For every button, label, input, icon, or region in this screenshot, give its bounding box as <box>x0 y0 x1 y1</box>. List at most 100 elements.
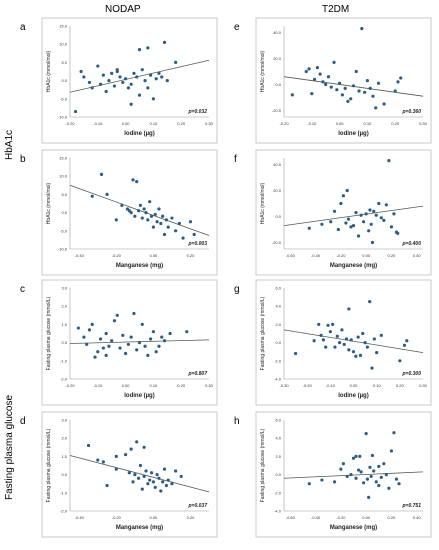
data-point-d <box>149 471 154 475</box>
data-point-d <box>114 454 118 458</box>
y-tick-label-d: -2.0 <box>60 509 68 514</box>
y-tick-label-d: 2.0 <box>61 436 67 441</box>
data-point-c <box>185 330 189 334</box>
data-point-g <box>342 342 346 347</box>
panel-g: g -0.30 -0.20 -0.10 0.00 0.10 0.20 0.30 -4.0 -2.0… <box>234 279 432 406</box>
data-point-d <box>155 473 159 477</box>
data-point-b <box>99 172 104 176</box>
fit-line-f <box>283 205 424 226</box>
data-point-c <box>135 348 139 352</box>
panel-frame-d <box>41 411 218 538</box>
data-point-g <box>347 348 351 352</box>
data-point-b <box>170 216 174 220</box>
data-point-b <box>174 229 178 233</box>
data-point-g <box>379 333 383 337</box>
y-tick-label-e: -20.0 <box>272 108 282 113</box>
panel-c: c -0.20 -0.10 0.00 0.10 0.20 0.30 -2.0 -1.0 0.0 1.… <box>20 279 218 406</box>
data-point-a <box>110 71 114 75</box>
data-point-h <box>374 480 378 484</box>
y-tick-label-d: 1.0 <box>61 454 67 459</box>
data-point-b <box>144 211 148 215</box>
data-point-e <box>357 89 361 93</box>
data-point-a <box>146 46 150 50</box>
fit-line-h <box>283 471 424 479</box>
data-point-e <box>332 60 336 64</box>
y-tick-label-h: 6.0 <box>275 418 281 423</box>
data-point-b <box>177 221 181 226</box>
y-tick-label-e: 40.0 <box>273 30 282 35</box>
x-tick-label-g: 0.00 <box>350 383 359 388</box>
panel-letter-a: a <box>20 22 26 33</box>
x-tick-label-g: -0.10 <box>326 383 336 388</box>
data-point-c <box>168 331 172 336</box>
data-point-g <box>356 335 360 339</box>
data-point-d <box>105 483 109 488</box>
data-point-g <box>333 345 337 349</box>
data-point-e <box>349 97 353 101</box>
data-point-g <box>326 323 330 327</box>
data-point-d <box>138 463 143 468</box>
x-tick-label-g: 0.30 <box>419 383 428 388</box>
data-point-a <box>135 75 139 79</box>
y-tick-label-b: -5.0 <box>60 228 68 233</box>
data-point-h <box>379 475 383 479</box>
data-point-h <box>372 469 376 473</box>
data-point-a <box>115 69 119 74</box>
data-point-f <box>332 209 337 213</box>
data-point-f <box>349 225 353 229</box>
data-point-g <box>335 334 339 338</box>
x-tick-label-g: 0.10 <box>373 383 382 388</box>
data-point-f <box>329 220 333 224</box>
y-tick-label-b: 5.0 <box>61 192 67 197</box>
panel-e: e -0.20 -0.10 0.00 0.10 0.20 0.30 -20.0 0.0 20.0 4… <box>234 17 432 144</box>
panel-frame-e <box>255 17 432 144</box>
y-tick-label-d: 0.0 <box>61 472 67 477</box>
data-point-c <box>76 326 80 330</box>
data-point-b <box>105 192 109 196</box>
data-point-d <box>144 469 148 473</box>
data-point-c <box>154 350 158 354</box>
data-point-h <box>307 482 311 486</box>
data-point-a <box>162 40 167 44</box>
data-point-e <box>368 86 372 90</box>
data-point-b <box>162 232 167 237</box>
data-point-h <box>354 454 358 458</box>
data-point-d <box>162 467 167 471</box>
data-point-d <box>127 471 131 475</box>
y-tick-label-g: 2.0 <box>275 322 281 327</box>
y-axis-label-d: Fasting plasma glucose (mmol/L) <box>46 428 52 502</box>
x-axis-label-a: Iodine (µg) <box>124 131 154 137</box>
data-point-c <box>112 319 117 323</box>
data-point-d <box>142 445 146 449</box>
data-point-c <box>146 353 150 357</box>
data-point-a <box>79 69 83 74</box>
data-point-a <box>96 64 100 68</box>
data-point-c <box>107 344 111 348</box>
y-tick-label-g: -4.0 <box>274 377 282 382</box>
data-point-a <box>151 97 155 101</box>
panel-f: f -0.60 -0.40 -0.20 0.00 0.20 0.40 -20.0 0.0 20.0… <box>234 149 432 276</box>
data-point-d <box>136 476 141 480</box>
x-tick-label-f: 0.20 <box>388 253 397 258</box>
panel-b: b -0.40 -0.20 0.00 0.20 -10.0 -5.0 0.0 5.0 10.0 15… <box>20 149 218 276</box>
data-point-c <box>149 337 153 341</box>
data-point-a <box>121 80 125 85</box>
data-point-d <box>142 474 146 479</box>
data-point-e <box>360 27 364 31</box>
data-point-a <box>101 73 105 77</box>
data-point-e <box>343 86 347 90</box>
data-point-h <box>341 462 345 466</box>
data-point-g <box>347 307 351 311</box>
data-point-a <box>124 77 128 81</box>
data-point-e <box>338 81 342 85</box>
y-axis-label-g: Fasting plasma glucose (mmol/L) <box>260 296 266 370</box>
data-point-d <box>164 483 168 488</box>
data-point-d <box>86 443 91 448</box>
x-tick-label-a: 0.30 <box>205 121 214 126</box>
data-point-f <box>359 213 363 217</box>
panel-a: a -0.20 -0.10 0.00 0.10 0.20 0.30 -10.0 -5.0 0.0 5… <box>20 17 218 144</box>
data-point-f <box>370 240 375 245</box>
panel-letter-f: f <box>234 154 237 165</box>
data-point-g <box>317 322 321 326</box>
data-point-h <box>367 495 371 499</box>
